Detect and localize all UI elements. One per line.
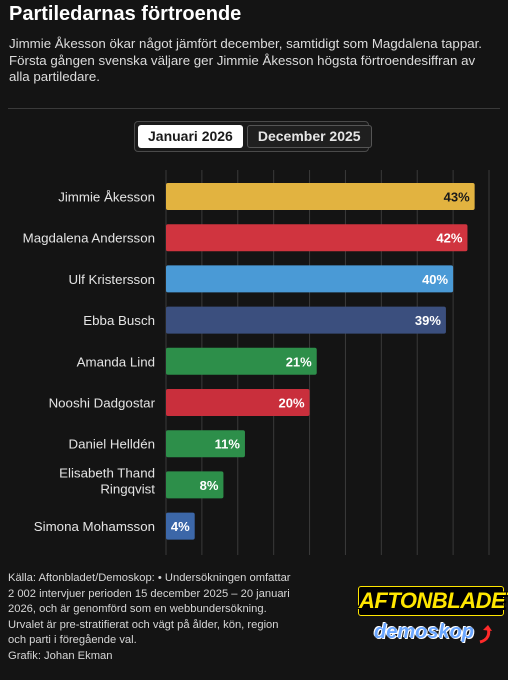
source-note: Källa: Aftonbladet/Demoskop: • Undersökn…: [8, 571, 298, 664]
bar-value-label: 42%: [436, 231, 462, 246]
bar-value-label: 39%: [415, 313, 441, 328]
chart-title: Partiledarnas förtroende: [9, 3, 242, 25]
bar-4: [166, 347, 317, 375]
graphic-credit: Grafik: Johan Ekman: [8, 649, 113, 662]
bar-5: [166, 389, 310, 416]
category-label: Magdalena Andersson: [23, 231, 155, 246]
category-label: Ebba Busch: [83, 313, 155, 328]
source-text: Källa: Aftonbladet/Demoskop: • Undersökn…: [8, 572, 291, 646]
bar-value-label: 8%: [200, 478, 219, 493]
category-label: Jimmie Åkesson: [58, 190, 155, 205]
arrow-up-icon: [479, 625, 492, 644]
bar-value-label: 21%: [286, 354, 312, 369]
bar-value-label: 4%: [171, 519, 190, 534]
bar-0: [166, 183, 475, 210]
bar-value-label: 11%: [215, 437, 241, 452]
category-label: Simona Mohamsson: [34, 519, 155, 534]
category-label: Amanda Lind: [77, 354, 155, 369]
category-label: Nooshi Dadgostar: [49, 396, 156, 411]
bar-value-label: 40%: [422, 272, 448, 287]
chart-subtitle: Jimmie Åkesson ökar något jämfört decemb…: [9, 36, 483, 84]
category-label: Elisabeth Thand Ringqvist: [59, 465, 155, 496]
demoskop-wordmark: demoskop: [374, 621, 475, 643]
aftonbladet-demoskop-logo: AFTONBLADET demoskop: [358, 586, 508, 652]
category-label: Daniel Helldén: [69, 437, 155, 452]
bar-7: [166, 471, 224, 499]
aftonbladet-wordmark: AFTONBLADET: [358, 586, 508, 616]
bar-value-label: 20%: [279, 396, 305, 411]
bar-1: [166, 224, 468, 252]
bar-2: [166, 265, 454, 293]
bar-value-label: 43%: [444, 190, 470, 205]
tab-december-2025[interactable]: December 2025: [246, 125, 372, 148]
bar-8: [166, 512, 195, 540]
period-tabs: Januari 2026 December 2025: [134, 121, 372, 152]
bar-chart: 43% Jimmie Åkesson 42% Magdalena Andersson 4…: [23, 170, 490, 555]
bar-6: [166, 430, 245, 458]
category-label: Ulf Kristersson: [69, 272, 155, 287]
tab-januari-2026[interactable]: Januari 2026: [138, 125, 243, 148]
divider: [8, 108, 500, 109]
bar-3: [166, 306, 446, 334]
